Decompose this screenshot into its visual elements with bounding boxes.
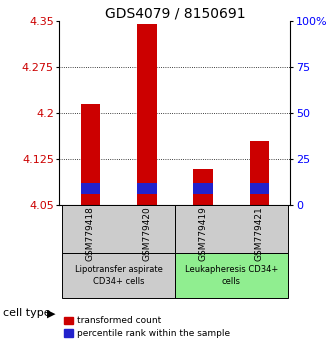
Title: GDS4079 / 8150691: GDS4079 / 8150691 bbox=[105, 6, 245, 20]
Bar bbox=[193, 183, 213, 194]
Text: GSM779418: GSM779418 bbox=[86, 206, 95, 261]
Bar bbox=[81, 104, 100, 205]
Text: Leukapheresis CD34+
cells: Leukapheresis CD34+ cells bbox=[184, 266, 278, 286]
Text: Lipotransfer aspirate
CD34+ cells: Lipotransfer aspirate CD34+ cells bbox=[75, 266, 162, 286]
Bar bbox=[249, 183, 269, 194]
Text: GSM779421: GSM779421 bbox=[255, 206, 264, 261]
Text: ▶: ▶ bbox=[47, 308, 55, 318]
Text: cell type: cell type bbox=[3, 308, 51, 318]
Bar bbox=[62, 253, 175, 298]
Legend: transformed count, percentile rank within the sample: transformed count, percentile rank withi… bbox=[64, 316, 230, 338]
Text: GSM779420: GSM779420 bbox=[142, 206, 151, 261]
Bar bbox=[137, 183, 157, 194]
Bar bbox=[175, 253, 287, 298]
Bar bbox=[175, 205, 287, 253]
Text: GSM779419: GSM779419 bbox=[199, 206, 208, 261]
Bar bbox=[193, 169, 213, 205]
Bar bbox=[137, 24, 157, 205]
Bar bbox=[81, 183, 100, 194]
Bar bbox=[249, 141, 269, 205]
Bar bbox=[62, 205, 175, 253]
